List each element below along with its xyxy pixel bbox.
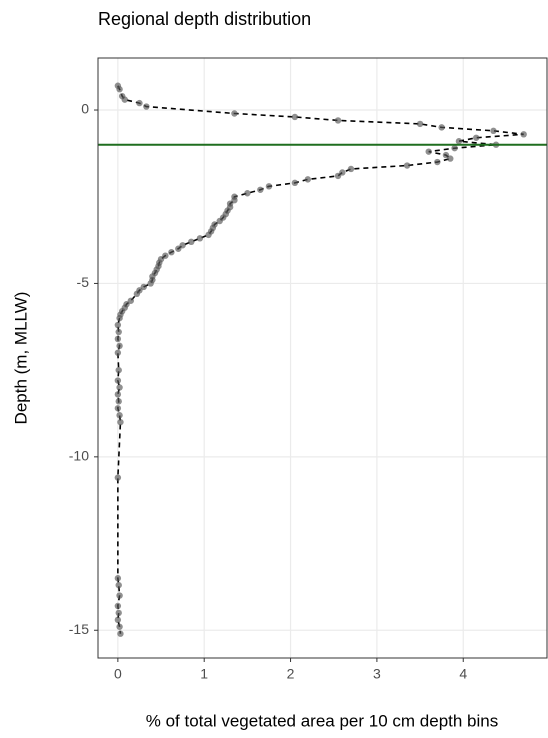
data-point xyxy=(114,391,122,398)
data-point xyxy=(115,366,122,374)
grid xyxy=(98,58,547,658)
x-tick-label: 1 xyxy=(200,666,208,682)
data-point xyxy=(114,321,122,329)
data-point xyxy=(438,124,445,131)
data-point xyxy=(179,242,186,249)
data-point xyxy=(265,183,273,190)
data-point xyxy=(115,609,122,617)
data-point xyxy=(116,623,123,630)
x-tick-label: 2 xyxy=(287,666,295,682)
data-point xyxy=(116,86,123,93)
data-point xyxy=(133,290,141,298)
data-point xyxy=(451,144,458,152)
x-tick-label: 4 xyxy=(459,666,467,682)
data-point xyxy=(115,581,122,589)
data-point xyxy=(117,418,124,426)
data-point xyxy=(403,162,411,169)
data-point xyxy=(257,186,264,193)
data-point xyxy=(291,179,299,187)
x-tick-label: 0 xyxy=(114,666,122,682)
panel-border xyxy=(97,57,548,659)
data-point xyxy=(442,151,450,159)
data-point xyxy=(291,113,299,121)
data-point xyxy=(231,196,238,204)
y-axis-label: Depth (m, MLLW) xyxy=(11,292,30,425)
data-point xyxy=(143,103,150,110)
chart-title: Regional depth distribution xyxy=(98,9,311,29)
data-point xyxy=(455,138,463,145)
data-point xyxy=(434,158,441,166)
data-point xyxy=(196,235,204,242)
data-point xyxy=(136,99,143,107)
data-point xyxy=(127,297,135,304)
y-tick-label: 0 xyxy=(81,101,89,117)
data-point xyxy=(334,172,342,180)
data-point xyxy=(116,342,123,350)
data-point xyxy=(147,280,154,287)
data-point xyxy=(115,398,122,405)
data-point xyxy=(114,616,122,624)
data-point xyxy=(121,96,128,103)
data-point xyxy=(425,148,432,155)
data-point xyxy=(339,169,346,176)
y-tick-label: -10 xyxy=(69,448,89,464)
data-point xyxy=(216,217,223,225)
x-axis-label: % of total vegetated area per 10 cm dept… xyxy=(146,711,499,730)
data-point xyxy=(114,377,122,384)
data-point xyxy=(168,249,175,256)
data-point xyxy=(334,117,342,124)
marks xyxy=(98,82,547,637)
data-point xyxy=(116,592,123,599)
y-tick-label: -5 xyxy=(77,274,90,290)
data-point xyxy=(347,165,355,173)
data-point xyxy=(116,384,123,391)
data-point xyxy=(114,474,122,481)
data-point xyxy=(244,190,251,197)
data-point xyxy=(162,252,169,259)
data-point xyxy=(490,127,497,135)
data-point xyxy=(231,110,238,117)
y-tick-label: -15 xyxy=(69,621,89,637)
data-point xyxy=(472,134,480,141)
data-point xyxy=(175,245,182,252)
data-point xyxy=(114,405,122,412)
panel-background xyxy=(98,58,547,658)
data-point xyxy=(116,314,123,322)
data-point xyxy=(114,575,122,582)
data-point xyxy=(188,238,195,246)
data-point xyxy=(114,335,122,343)
x-tick-label: 3 xyxy=(373,666,381,682)
data-point xyxy=(447,155,454,162)
data-point xyxy=(115,328,122,336)
data-point xyxy=(114,349,122,356)
data-point xyxy=(114,602,122,610)
data-point xyxy=(304,176,312,183)
data-point xyxy=(140,283,147,291)
data-point xyxy=(520,131,527,138)
data-point xyxy=(205,231,212,239)
data-point xyxy=(116,412,123,419)
data-point xyxy=(117,630,124,637)
data-point xyxy=(416,120,424,128)
